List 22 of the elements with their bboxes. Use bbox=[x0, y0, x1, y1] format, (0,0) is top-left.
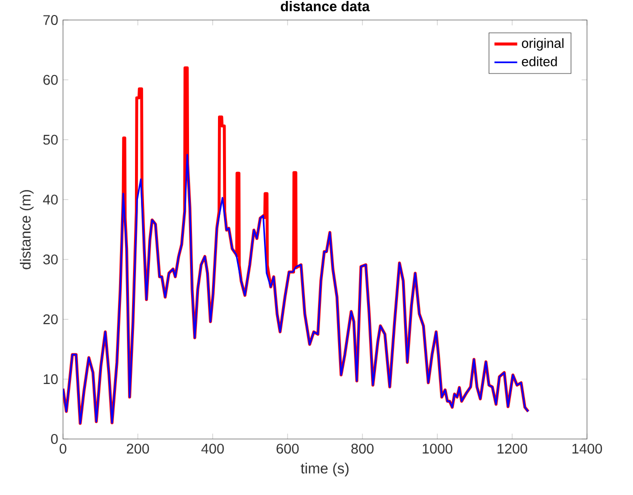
x-tick-label: 1400 bbox=[572, 444, 602, 454]
x-tick-label: 600 bbox=[276, 444, 299, 454]
x-axis-title: time (s) bbox=[300, 462, 349, 476]
y-axis-title: distance (m) bbox=[20, 190, 34, 270]
y-tick-label: 50 bbox=[43, 134, 58, 145]
x-tick-label: 800 bbox=[351, 444, 374, 454]
x-tick-label: 200 bbox=[126, 444, 149, 454]
x-tick-label: 0 bbox=[60, 444, 66, 454]
y-tick-label: 30 bbox=[43, 254, 58, 264]
legend-label: original bbox=[522, 38, 564, 51]
legend-label: edited bbox=[522, 56, 557, 66]
y-tick-label: 0 bbox=[51, 434, 58, 444]
line-series bbox=[63, 154, 530, 424]
y-tick-label: 70 bbox=[43, 15, 58, 25]
y-tick-label: 20 bbox=[43, 314, 58, 324]
x-tick-label: 1200 bbox=[498, 444, 528, 454]
y-tick-label: 60 bbox=[43, 74, 58, 85]
chart-title: distance data bbox=[280, 1, 370, 12]
y-tick-label: 40 bbox=[43, 194, 58, 205]
y-tick-label: 10 bbox=[44, 374, 58, 384]
x-tick-label: 1000 bbox=[422, 444, 452, 454]
x-tick-label: 400 bbox=[201, 444, 224, 454]
